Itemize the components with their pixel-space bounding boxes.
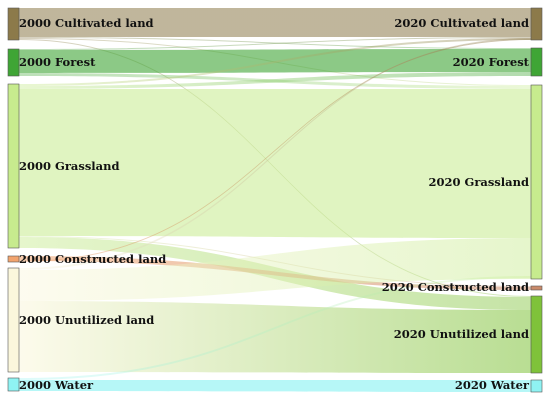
node-s_constr <box>7 255 20 263</box>
node-s_unut <box>7 267 20 373</box>
flow-constr-to-cult <box>19 39 531 262</box>
node-t_grass <box>530 84 543 280</box>
label-s_grass: 2000 Grassland <box>19 159 120 173</box>
flows-layer <box>19 8 531 392</box>
flow-forest-to-cult <box>19 37 531 50</box>
node-t_unut <box>530 295 543 374</box>
node-t_forest <box>530 47 543 77</box>
flow-water-to-water <box>19 380 531 392</box>
label-t_forest: 2020 Forest <box>453 55 530 69</box>
label-t_grass: 2020 Grassland <box>428 175 529 189</box>
flow-grass-to-forest <box>19 72 531 89</box>
flow-unut-to-grass <box>19 238 531 301</box>
node-t_cult <box>530 7 543 41</box>
label-s_unut: 2000 Unutilized land <box>19 313 154 327</box>
flow-unut-to-cult <box>19 38 531 270</box>
flow-water-to-grass <box>19 276 531 380</box>
flow-cult-to-cult <box>19 8 531 37</box>
label-s_cult: 2000 Cultivated land <box>19 16 154 30</box>
node-t_water <box>530 379 543 393</box>
flow-grass-to-grass <box>19 89 531 238</box>
label-s_constr: 2000 Constructed land <box>19 252 166 266</box>
node-s_water <box>7 377 20 392</box>
flow-grass-to-cult <box>19 38 531 86</box>
labels-layer: 2000 Cultivated land 2000 Forest 2000 Gras… <box>19 16 530 392</box>
node-s_forest <box>7 48 20 77</box>
label-s_forest: 2000 Forest <box>19 55 96 69</box>
label-t_unut: 2020 Unutilized land <box>394 327 529 341</box>
nodes-layer <box>7 7 543 393</box>
node-t_constr <box>530 285 543 291</box>
node-s_grass <box>7 83 20 249</box>
label-t_water: 2020 Water <box>455 378 530 392</box>
label-t_cult: 2020 Cultivated land <box>394 16 529 30</box>
node-s_cult <box>7 7 20 41</box>
label-s_water: 2000 Water <box>19 378 94 392</box>
flow-unut-to-unut <box>19 301 531 373</box>
label-t_constr: 2020 Constructed land <box>382 280 529 294</box>
